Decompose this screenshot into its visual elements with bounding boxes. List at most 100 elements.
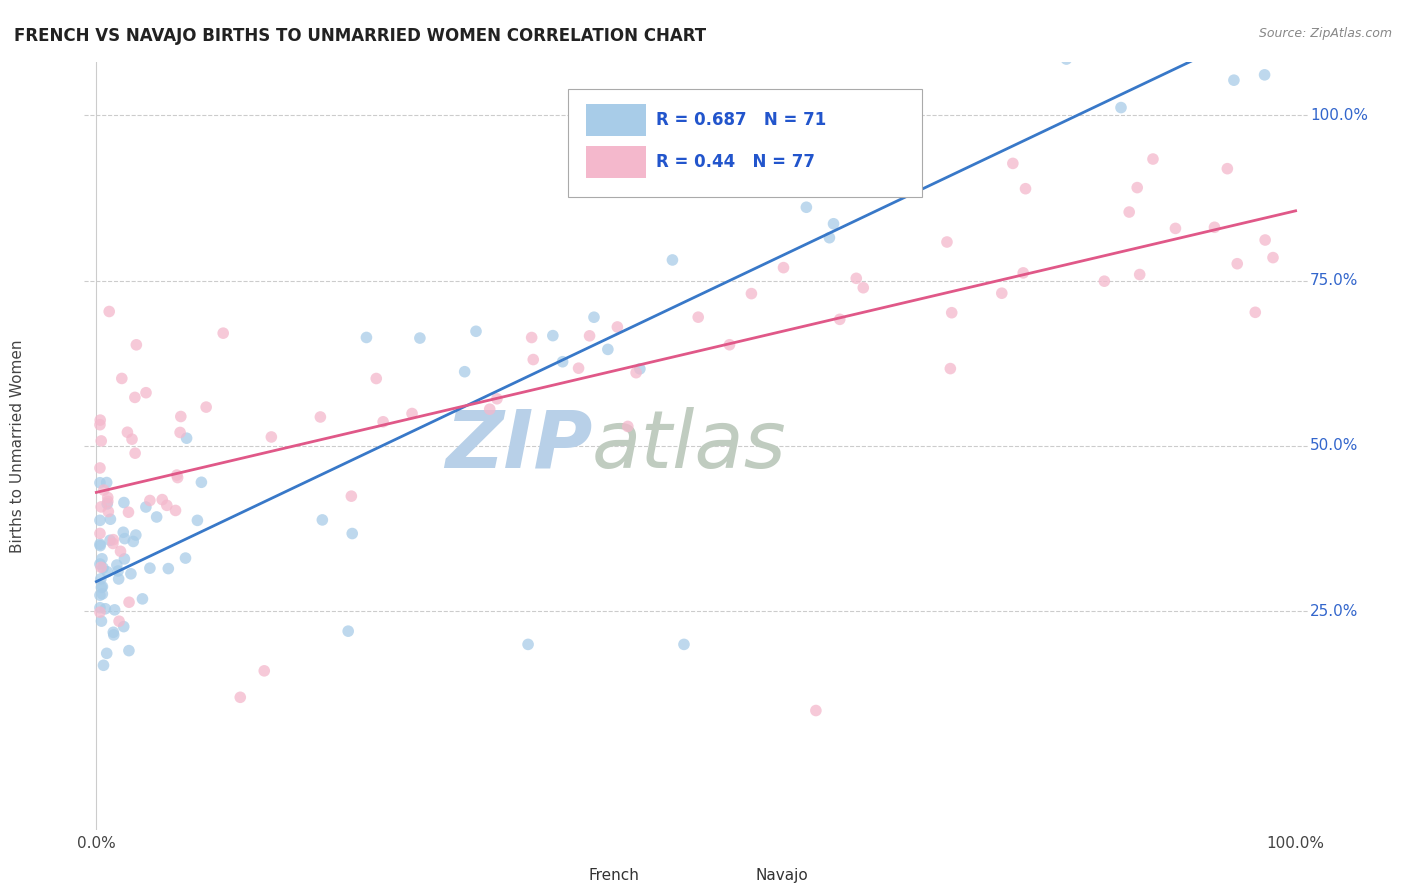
- Point: [117, 425, 139, 440]
- Point: [98, 533, 121, 548]
- Point: [103, 625, 125, 640]
- Point: [465, 324, 488, 338]
- Text: 25.0%: 25.0%: [1310, 604, 1358, 619]
- Point: [124, 446, 146, 460]
- Point: [150, 492, 173, 507]
- Point: [89, 475, 111, 490]
- Point: [520, 330, 543, 344]
- Point: [170, 409, 193, 424]
- Text: ZIP: ZIP: [444, 407, 592, 485]
- Point: [157, 561, 180, 575]
- Point: [356, 330, 378, 344]
- Point: [121, 432, 143, 446]
- Text: 75.0%: 75.0%: [1310, 273, 1358, 288]
- Point: [1226, 257, 1249, 271]
- Point: [582, 310, 605, 325]
- Point: [568, 361, 591, 376]
- Point: [628, 362, 651, 376]
- Point: [818, 230, 841, 244]
- Point: [96, 475, 118, 490]
- Point: [89, 605, 111, 619]
- Point: [97, 494, 120, 508]
- Point: [229, 690, 252, 705]
- Point: [107, 572, 129, 586]
- Point: [89, 588, 111, 602]
- Point: [176, 431, 198, 445]
- Point: [1142, 152, 1164, 166]
- Point: [91, 561, 114, 575]
- Point: [90, 560, 112, 574]
- Point: [186, 513, 208, 527]
- FancyBboxPatch shape: [544, 863, 583, 888]
- Point: [551, 355, 574, 369]
- Point: [135, 385, 157, 400]
- Point: [1001, 156, 1024, 170]
- Point: [110, 544, 132, 558]
- Point: [1254, 233, 1277, 247]
- Point: [97, 505, 120, 519]
- Point: [1216, 161, 1239, 176]
- Point: [596, 343, 619, 357]
- Point: [101, 536, 124, 550]
- Point: [718, 337, 741, 351]
- Point: [1261, 251, 1284, 265]
- Point: [852, 281, 875, 295]
- Text: FRENCH VS NAVAJO BIRTHS TO UNMARRIED WOMEN CORRELATION CHART: FRENCH VS NAVAJO BIRTHS TO UNMARRIED WOM…: [14, 27, 706, 45]
- Text: R = 0.687   N = 71: R = 0.687 N = 71: [655, 111, 825, 129]
- Point: [89, 461, 111, 475]
- Point: [174, 551, 197, 566]
- Point: [1052, 41, 1074, 55]
- Point: [118, 595, 141, 609]
- Point: [97, 491, 120, 505]
- Point: [1205, 37, 1227, 51]
- Point: [124, 391, 146, 405]
- Point: [103, 628, 125, 642]
- Point: [91, 580, 114, 594]
- Point: [409, 331, 432, 345]
- Point: [139, 493, 162, 508]
- Point: [125, 338, 148, 352]
- Point: [1253, 68, 1275, 82]
- Point: [100, 512, 122, 526]
- Point: [120, 566, 142, 581]
- Point: [105, 558, 128, 572]
- FancyBboxPatch shape: [568, 89, 922, 197]
- Point: [796, 200, 818, 214]
- Point: [337, 624, 360, 639]
- Text: French: French: [588, 868, 640, 883]
- Point: [936, 235, 959, 249]
- Point: [941, 306, 963, 320]
- Point: [125, 528, 148, 542]
- Text: Births to Unmarried Women: Births to Unmarried Women: [10, 339, 24, 553]
- Point: [309, 409, 332, 424]
- Point: [156, 499, 179, 513]
- Point: [845, 271, 868, 285]
- Point: [1092, 274, 1115, 288]
- Point: [112, 525, 135, 540]
- Point: [1164, 221, 1187, 235]
- Point: [1244, 305, 1267, 319]
- Point: [89, 539, 111, 553]
- Point: [1083, 25, 1105, 39]
- Point: [96, 565, 118, 579]
- FancyBboxPatch shape: [586, 103, 645, 136]
- Point: [939, 361, 962, 376]
- Point: [90, 614, 112, 628]
- Point: [253, 664, 276, 678]
- Point: [340, 489, 363, 503]
- Point: [93, 483, 115, 497]
- Point: [112, 495, 135, 509]
- Point: [578, 328, 600, 343]
- Point: [1118, 205, 1140, 219]
- Point: [1204, 220, 1226, 235]
- Point: [112, 552, 135, 566]
- Text: R = 0.44   N = 77: R = 0.44 N = 77: [655, 153, 814, 171]
- Point: [522, 352, 544, 367]
- Point: [1012, 266, 1035, 280]
- Point: [260, 430, 283, 444]
- Point: [453, 365, 475, 379]
- Text: Source: ZipAtlas.com: Source: ZipAtlas.com: [1258, 27, 1392, 40]
- Point: [478, 402, 501, 417]
- Point: [135, 500, 157, 514]
- Point: [166, 470, 188, 484]
